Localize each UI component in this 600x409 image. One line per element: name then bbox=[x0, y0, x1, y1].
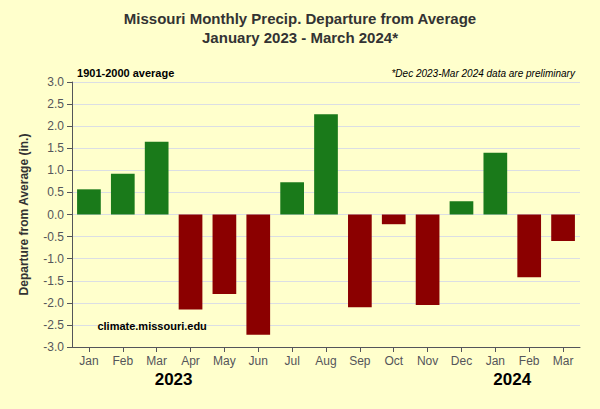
svg-text:climate.missouri.edu: climate.missouri.edu bbox=[97, 320, 206, 332]
svg-text:Departure from Average (in.): Departure from Average (in.) bbox=[17, 134, 31, 296]
svg-text:*Dec 2023-Mar 2024 data are pr: *Dec 2023-Mar 2024 data are preliminary bbox=[391, 68, 575, 79]
svg-text:-1.5: -1.5 bbox=[43, 274, 64, 288]
svg-text:Dec: Dec bbox=[451, 354, 472, 368]
svg-text:2.0: 2.0 bbox=[47, 119, 64, 133]
svg-text:0.5: 0.5 bbox=[47, 185, 64, 199]
svg-text:-1.0: -1.0 bbox=[43, 252, 64, 266]
svg-text:2023: 2023 bbox=[155, 370, 193, 389]
svg-text:May: May bbox=[213, 354, 236, 368]
svg-text:1.0: 1.0 bbox=[47, 163, 64, 177]
svg-text:0.0: 0.0 bbox=[47, 208, 64, 222]
svg-text:Jun: Jun bbox=[249, 354, 268, 368]
svg-text:Mar: Mar bbox=[553, 354, 574, 368]
svg-text:1901-2000 average: 1901-2000 average bbox=[77, 67, 174, 79]
svg-text:Oct: Oct bbox=[384, 354, 403, 368]
svg-text:Jan: Jan bbox=[486, 354, 505, 368]
svg-text:Jul: Jul bbox=[284, 354, 299, 368]
svg-text:Feb: Feb bbox=[519, 354, 540, 368]
svg-text:Mar: Mar bbox=[146, 354, 167, 368]
svg-text:2024: 2024 bbox=[493, 370, 531, 389]
svg-text:Missouri Monthly Precip. Depar: Missouri Monthly Precip. Departure from … bbox=[124, 10, 476, 27]
svg-text:Jan: Jan bbox=[79, 354, 98, 368]
svg-text:2.5: 2.5 bbox=[47, 97, 64, 111]
svg-text:-2.5: -2.5 bbox=[43, 318, 64, 332]
svg-text:Apr: Apr bbox=[181, 354, 200, 368]
svg-text:-2.0: -2.0 bbox=[43, 296, 64, 310]
svg-text:3.0: 3.0 bbox=[47, 75, 64, 89]
svg-text:January 2023 - March 2024*: January 2023 - March 2024* bbox=[202, 29, 398, 46]
svg-text:-0.5: -0.5 bbox=[43, 230, 64, 244]
svg-text:Aug: Aug bbox=[315, 354, 336, 368]
svg-text:1.5: 1.5 bbox=[47, 141, 64, 155]
svg-text:Feb: Feb bbox=[112, 354, 133, 368]
svg-text:Nov: Nov bbox=[417, 354, 438, 368]
svg-text:Sep: Sep bbox=[349, 354, 371, 368]
svg-text:-3.0: -3.0 bbox=[43, 340, 64, 354]
